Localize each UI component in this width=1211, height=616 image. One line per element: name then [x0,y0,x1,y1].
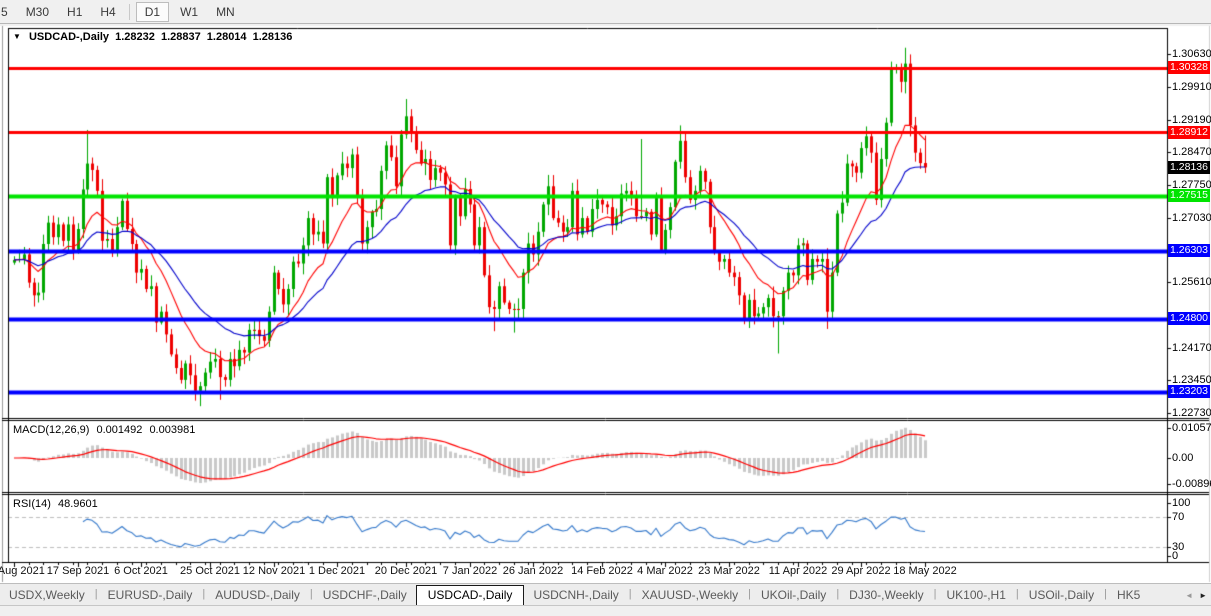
tab-eurusd-daily[interactable]: EURUSD-,Daily [107,588,193,602]
symbol-tab-bar: USDX,Weekly | EURUSD-,Daily | AUDUSD-,Daily |… [0,583,1211,606]
timeframe-mn[interactable]: MN [216,4,235,19]
tab-separator: | [202,588,206,600]
timeframe-h1[interactable]: H1 [67,4,83,19]
tab-usdcad-daily[interactable]: USDCAD-,Daily [415,584,525,606]
chart-dropdown-arrow-icon[interactable]: ▼ [13,32,21,41]
tab-separator: | [309,588,313,600]
tab-separator: | [748,588,751,600]
tab-separator: | [94,588,98,600]
timeframe-d1[interactable]: D1 [135,1,170,22]
tab-scroll-arrows: ◄ ► [1181,584,1207,606]
timeframe-m30[interactable]: M30 [25,4,50,19]
tab-ukoil-daily[interactable]: UKOil-,Daily [760,588,827,602]
tab-separator: | [1015,588,1019,600]
tab-audusd-daily[interactable]: AUDUSD-,Daily [215,588,300,602]
tab-usoil-daily[interactable]: USOil-,Daily [1028,588,1095,602]
tab-separator: | [1104,588,1107,600]
tab-uk100-h1[interactable]: UK100-,H1 [946,588,1006,602]
tab-scroll-left-icon[interactable]: ◄ [1185,590,1194,600]
tab-xauusd-weekly[interactable]: XAUUSD-,Weekly [641,588,739,602]
tab-dj30-weekly[interactable]: DJ30-,Weekly [849,588,924,602]
toolbar-separator [128,3,130,20]
timeframe-5[interactable]: 5 [1,4,8,19]
timeframe-toolbar: 5 M30 H1 H4 D1 W1 MN [0,0,1211,24]
tab-separator: | [628,588,632,600]
tab-separator: | [836,588,840,600]
timeframe-w1[interactable]: W1 [180,4,199,19]
tab-usdchf-daily[interactable]: USDCHF-,Daily [322,588,407,602]
tab-usdcnh-daily[interactable]: USDCNH-,Daily [533,588,619,602]
tab-hk5[interactable]: HK5 [1116,588,1141,602]
status-bar [0,605,1211,616]
tab-separator: | [933,588,937,600]
tab-usdx-weekly[interactable]: USDX,Weekly [9,588,85,602]
timeframe-h4[interactable]: H4 [100,4,116,19]
tab-scroll-right-icon[interactable]: ► [1199,590,1207,600]
